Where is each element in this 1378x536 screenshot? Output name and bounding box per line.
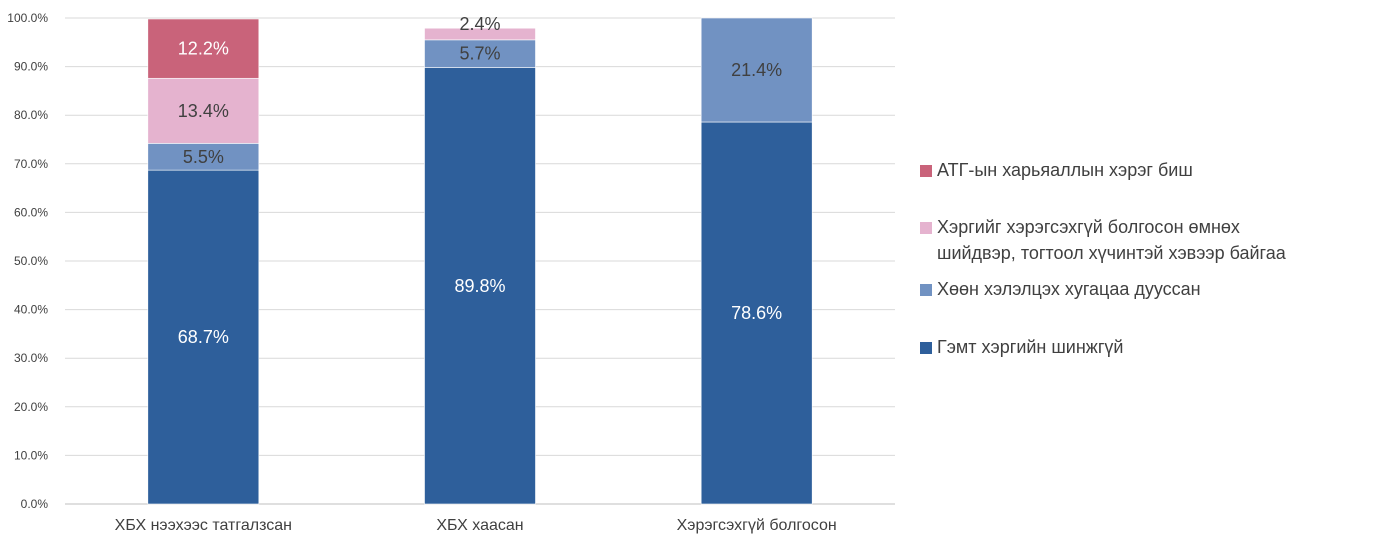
y-tick-label: 100.0% [7,11,48,25]
category-labels: ХБХ нээхээс татгалзсан ХБХ хаасан Хэрэгсэх… [115,517,837,534]
data-label: 89.8% [454,276,505,296]
data-label: 2.4% [459,14,500,34]
y-tick-label: 30.0% [14,351,48,365]
y-tick-label: 90.0% [14,60,48,74]
legend: АТГ-ын харьяаллын хэрэг биш Хэргийг хэрэг… [920,160,1287,357]
legend-swatch [920,342,932,354]
legend-swatch [920,222,932,234]
data-label: 12.2% [178,39,229,59]
y-tick-label: 50.0% [14,254,48,268]
y-tick-label: 80.0% [14,108,48,122]
x-category-label: Хэрэгсэхгүй болгосон [677,517,837,534]
data-label: 78.6% [731,303,782,323]
y-tick-label: 0.0% [21,497,49,511]
y-tick-label: 60.0% [14,205,48,219]
legend-label: Хэргийг хэрэгсэхгүй болгосон өмнөх [937,217,1240,237]
legend-label: Хөөн хэлэлцэх хугацаа дууссан [937,279,1201,299]
bar-segment [424,27,536,41]
x-category-label: ХБХ нээхээс татгалзсан [115,517,292,534]
data-label: 5.5% [183,147,224,167]
y-tick-label: 10.0% [14,448,48,462]
bar-segment [147,77,260,144]
legend-label: Гэмт хэргийн шинжгүй [937,337,1123,357]
bar-segment [147,18,260,79]
y-tick-label: 20.0% [14,400,48,414]
bar-segment [700,17,813,123]
x-category-label: ХБХ хаасан [436,517,523,534]
data-label: 21.4% [731,60,782,80]
bar-segment [147,169,260,505]
data-label: 5.7% [459,44,500,64]
data-labels: 68.7% 5.5% 13.4% 12.2% 89.8% 5.7% 2.4% 78.6% 21.… [178,14,782,347]
data-label: 68.7% [178,327,229,347]
legend-label: АТГ-ын харьяаллын хэрэг биш [937,160,1193,180]
legend-swatch [920,284,932,296]
bar-segment [700,121,813,505]
legend-swatch [920,165,932,177]
bar-segment [147,143,260,171]
bar-segment [424,67,536,505]
y-tick-label: 70.0% [14,157,48,171]
y-tick-label: 40.0% [14,303,48,317]
data-label: 13.4% [178,101,229,121]
y-axis-ticks: 0.0% 10.0% 20.0% 30.0% 40.0% 50.0% 60.0% 70.0% 8… [7,11,48,511]
bars [147,17,813,505]
legend-label: шийдвэр, тогтоол хүчинтэй хэвээр байгаа [937,243,1287,263]
